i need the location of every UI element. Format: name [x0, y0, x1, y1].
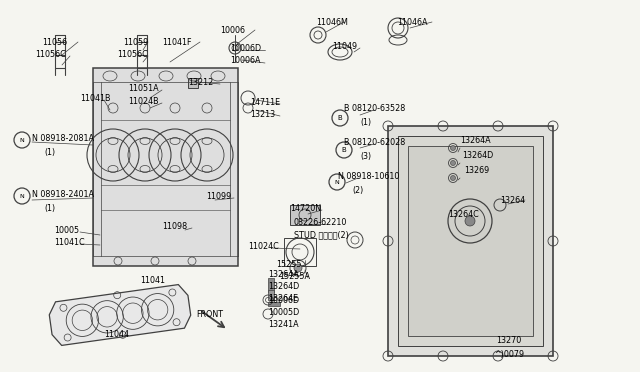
- Bar: [284, 238, 316, 266]
- Text: FRONT: FRONT: [196, 310, 223, 319]
- Text: 14720N: 14720N: [290, 204, 321, 213]
- Circle shape: [465, 216, 475, 226]
- Circle shape: [451, 145, 456, 151]
- Text: B 08120-63528: B 08120-63528: [344, 104, 405, 113]
- Bar: [93, 68, 238, 266]
- Text: 13264A: 13264A: [460, 136, 491, 145]
- Circle shape: [294, 264, 302, 272]
- Text: 13270: 13270: [496, 336, 521, 345]
- Text: 13264A: 13264A: [268, 270, 299, 279]
- Text: 13269: 13269: [464, 166, 489, 175]
- Text: 13212: 13212: [188, 78, 213, 87]
- Text: 15255: 15255: [276, 260, 301, 269]
- Text: 10005: 10005: [54, 226, 79, 235]
- Text: 11041C: 11041C: [54, 238, 84, 247]
- Text: ^)0079: ^)0079: [494, 350, 524, 359]
- Text: 11056C: 11056C: [117, 50, 148, 59]
- Text: B: B: [338, 115, 342, 121]
- Text: 11056: 11056: [42, 38, 67, 47]
- Text: (1): (1): [44, 148, 55, 157]
- Text: 11098: 11098: [162, 222, 187, 231]
- Text: 13264E: 13264E: [268, 294, 298, 303]
- Text: 11046A: 11046A: [397, 18, 428, 27]
- Circle shape: [451, 176, 456, 180]
- Bar: [398, 136, 543, 346]
- Bar: [268, 290, 274, 300]
- Text: B 08120-62028: B 08120-62028: [344, 138, 405, 147]
- Text: 13264D: 13264D: [268, 282, 300, 291]
- Bar: [268, 278, 274, 292]
- Bar: [188, 78, 198, 88]
- Text: 11051A: 11051A: [128, 84, 159, 93]
- Text: N: N: [20, 193, 24, 199]
- Text: (1): (1): [44, 204, 55, 213]
- Text: (1): (1): [360, 118, 371, 127]
- Text: 11099: 11099: [206, 192, 231, 201]
- Text: 10006: 10006: [220, 26, 245, 35]
- Bar: [268, 302, 280, 306]
- Text: 11056C: 11056C: [35, 50, 66, 59]
- Text: 11049: 11049: [332, 42, 357, 51]
- Text: 08226-62210: 08226-62210: [294, 218, 348, 227]
- Text: N: N: [20, 138, 24, 142]
- Text: 11044: 11044: [104, 330, 129, 339]
- Text: 13241A: 13241A: [268, 320, 299, 329]
- Text: 10005D: 10005D: [268, 308, 300, 317]
- Circle shape: [451, 160, 456, 166]
- Text: 13264: 13264: [500, 196, 525, 205]
- Text: 13264C: 13264C: [448, 210, 479, 219]
- Text: STUD スタッド(2): STUD スタッド(2): [294, 230, 349, 239]
- Text: 11041F: 11041F: [162, 38, 191, 47]
- Text: 15255A: 15255A: [279, 272, 310, 281]
- Text: N: N: [335, 180, 339, 185]
- Text: N 08918-10610: N 08918-10610: [338, 172, 399, 181]
- Text: B: B: [342, 147, 346, 153]
- Text: 10006A: 10006A: [230, 56, 260, 65]
- Text: 11046M: 11046M: [316, 18, 348, 27]
- Bar: [388, 126, 553, 356]
- Text: 10006D: 10006D: [230, 44, 261, 53]
- Text: 11041B: 11041B: [80, 94, 111, 103]
- Text: (2): (2): [352, 186, 364, 195]
- Text: 10006D: 10006D: [268, 296, 299, 305]
- Text: N 08918-2401A: N 08918-2401A: [32, 190, 94, 199]
- Bar: [408, 146, 533, 336]
- Text: (3): (3): [360, 152, 371, 161]
- Text: 13264D: 13264D: [462, 151, 493, 160]
- Text: 11024B: 11024B: [128, 97, 159, 106]
- Text: 11059: 11059: [123, 38, 148, 47]
- Text: 14711E: 14711E: [250, 98, 280, 107]
- Text: 11041: 11041: [140, 276, 165, 285]
- Text: 11024C: 11024C: [248, 242, 279, 251]
- Text: N 08918-2081A: N 08918-2081A: [32, 134, 94, 143]
- Polygon shape: [49, 285, 191, 346]
- Text: 13213: 13213: [250, 110, 275, 119]
- Bar: [290, 205, 320, 225]
